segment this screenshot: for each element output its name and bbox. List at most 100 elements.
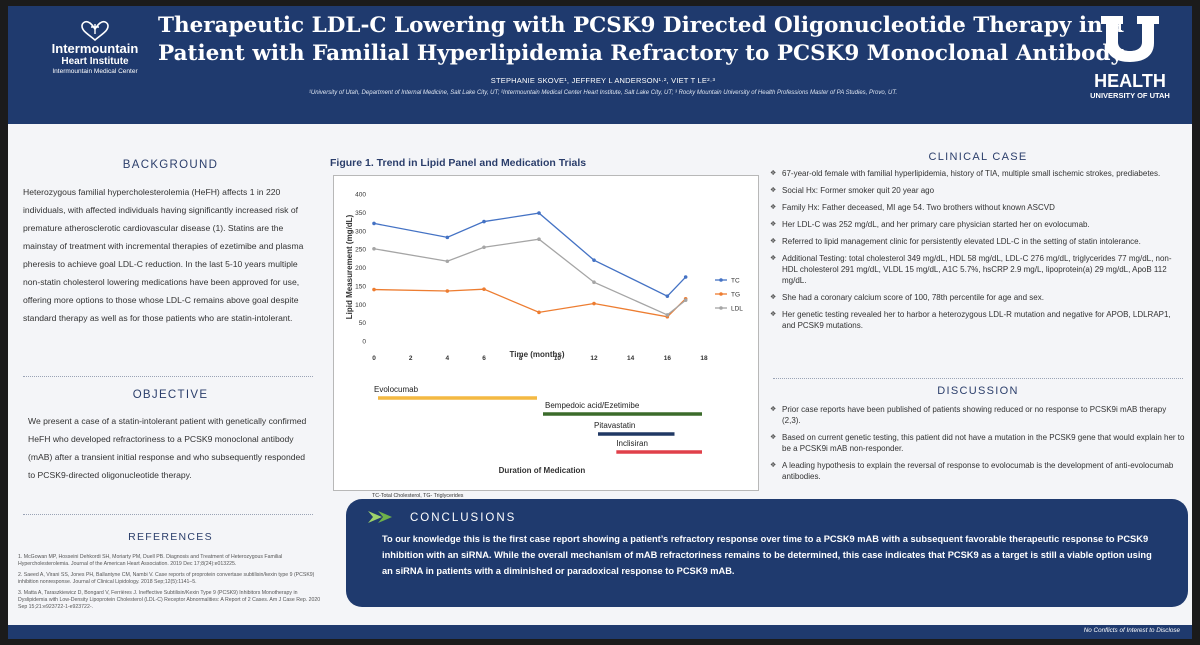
logo-line1: Intermountain (51, 41, 139, 56)
data-point-ldl (445, 259, 450, 264)
clinical-case-item: She had a coronary calcium score of 100,… (770, 292, 1185, 303)
divider (23, 514, 313, 515)
arrow-chevron-icon (368, 511, 392, 523)
figure-footnote: TC-Total Cholesterol, TG- Triglycerides (372, 493, 464, 499)
clinical-case-item: Family Hx: Father deceased, MI age 54. T… (770, 202, 1185, 213)
discussion-list: Prior case reports have been published o… (770, 404, 1185, 488)
data-point-tc (445, 235, 450, 240)
discussion-heading: DISCUSSION (937, 385, 1019, 397)
legend-label: LDL (731, 306, 743, 313)
x-tick-label: 14 (627, 355, 635, 362)
clinical-case-heading: CLINICAL CASE (928, 151, 1028, 163)
clinical-case-item: Social Hx: Former smoker quit 20 year ag… (770, 185, 1185, 196)
legend-marker (719, 306, 723, 310)
x-tick-label: 2 (409, 355, 413, 362)
medication-label: Bempedoic acid/Ezetimibe (545, 401, 640, 410)
data-point-tg (445, 289, 450, 293)
series-line-tg (373, 288, 687, 318)
x-axis-label: Time (months) (510, 350, 565, 359)
poster-header: Intermountain Heart Institute Intermount… (8, 6, 1192, 124)
data-point-tg (372, 287, 376, 292)
university-label: UNIVERSITY OF UTAH (1090, 91, 1170, 100)
reference-item: 3. Matta A, Taraszkiewicz D, Bongard V, … (18, 590, 321, 610)
background-text: Heterozygous familial hypercholesterolem… (23, 187, 304, 323)
conclusions-text: To our knowledge this is the first case … (382, 534, 1152, 576)
data-point-ldl (537, 237, 541, 242)
x-tick-label: 6 (482, 355, 486, 362)
divider (773, 378, 1183, 379)
references-heading: REFERENCES (128, 531, 213, 543)
data-point-tc (372, 221, 376, 226)
authors: STEPHANIE SKOVE¹, JEFFREY L ANDERSON¹·²,… (490, 76, 716, 85)
clinical-case-item: Referred to lipid management clinic for … (770, 236, 1185, 247)
y-tick-label: 150 (355, 283, 366, 290)
y-tick-label: 350 (355, 210, 366, 217)
series-line-tc (373, 212, 687, 297)
clinical-case-list: 67-year-old female with familial hyperli… (770, 168, 1185, 337)
x-tick-label: 16 (664, 355, 672, 362)
legend-marker (719, 292, 723, 296)
legend-marker (719, 278, 723, 282)
divider (23, 376, 313, 377)
intermountain-logo: Intermountain Heart Institute Intermount… (20, 20, 170, 77)
y-tick-label: 50 (359, 320, 367, 327)
objective-text: We present a case of a statin-intolerant… (28, 416, 307, 480)
y-tick-label: 400 (355, 192, 366, 199)
lipid-chart: 0 50 100 150 200 250 300 350 400 0 2 4 6 8 10 12 14 16 18… (345, 192, 743, 476)
y-tick-label: 300 (355, 228, 366, 235)
clinical-case-item: Her genetic testing revealed her to harb… (770, 309, 1185, 331)
clinical-case-item: 67-year-old female with familial hyperli… (770, 168, 1185, 179)
x-tick-label: 12 (590, 355, 598, 362)
x-tick-label: 10 (554, 355, 562, 362)
data-point-tc (482, 219, 486, 224)
y-tick-label: 200 (355, 265, 366, 272)
discussion-item: A leading hypothesis to explain the reve… (770, 460, 1185, 482)
poster-title: Therapeutic LDL-C Lowering with PCSK9 Di… (158, 12, 1125, 68)
background-heading: BACKGROUND (122, 159, 219, 171)
data-point-tc (665, 294, 670, 298)
health-label: HEALTH (1094, 71, 1166, 91)
title-line1: Therapeutic LDL-C Lowering with PCSK9 Di… (158, 13, 1125, 38)
medication-axis-label: Duration of Medication (499, 466, 586, 475)
university-of-utah-logo: HEALTH UNIVERSITY OF UTAH (1080, 14, 1180, 100)
x-tick-label: 18 (700, 355, 708, 362)
heart-institute-icon (81, 20, 109, 42)
objective-heading: OBJECTIVE (132, 389, 209, 401)
y-tick-label: 250 (355, 247, 366, 254)
data-point-tc (683, 275, 688, 279)
conclusions-heading: CONCLUSIONS (410, 512, 517, 524)
logo-line2: Heart Institute (61, 56, 129, 67)
y-tick-label: 0 (362, 339, 366, 346)
data-point-ldl (482, 245, 486, 250)
data-point-ldl (665, 313, 670, 317)
data-point-tg (592, 301, 596, 306)
medication-label: Pitavastatin (594, 421, 635, 430)
conclusions-box: CONCLUSIONS To our knowledge this is the… (346, 499, 1188, 607)
poster-footer: No Conflicts of Interest to Disclose (8, 625, 1192, 639)
references-list: 1. McGowan MP, Hosseini Dehkordi SH, Mor… (18, 554, 323, 615)
logo-line3: Intermountain Medical Center (52, 68, 138, 75)
data-point-tg (537, 310, 541, 315)
clinical-case-item: Her LDL-C was 252 mg/dL, and her primary… (770, 219, 1185, 230)
block-u-icon (1101, 16, 1159, 62)
x-tick-label: 4 (446, 355, 450, 362)
title-line2: Patient with Familial Hyperlipidemia Ref… (158, 41, 1124, 66)
figure-title: Figure 1. Trend in Lipid Panel and Medic… (330, 157, 587, 169)
reference-item: 1. McGowan MP, Hosseini Dehkordi SH, Mor… (18, 554, 283, 567)
poster: Intermountain Heart Institute Intermount… (8, 6, 1192, 639)
medication-label: Inclisiran (616, 439, 648, 448)
data-point-tc (537, 211, 541, 215)
reference-item: 2. Saeed A, Virani SS, Jones PH, Ballant… (18, 572, 315, 585)
discussion-item: Prior case reports have been published o… (770, 404, 1185, 426)
medication-label: Evolocumab (374, 385, 419, 394)
figure-panel: 0 50 100 150 200 250 300 350 400 0 2 4 6 8 10 12 14 16 18… (333, 175, 759, 491)
data-point-ldl (592, 280, 596, 284)
series-line-ldl (373, 238, 687, 316)
data-point-ldl (372, 246, 376, 251)
data-point-tg (482, 287, 486, 291)
x-tick-label: 8 (519, 355, 523, 362)
x-tick-label: 0 (372, 355, 376, 362)
conflicts-disclosure: No Conflicts of Interest to Disclose (1083, 627, 1180, 634)
discussion-item: Based on current genetic testing, this p… (770, 432, 1185, 454)
data-point-tc (592, 258, 596, 262)
